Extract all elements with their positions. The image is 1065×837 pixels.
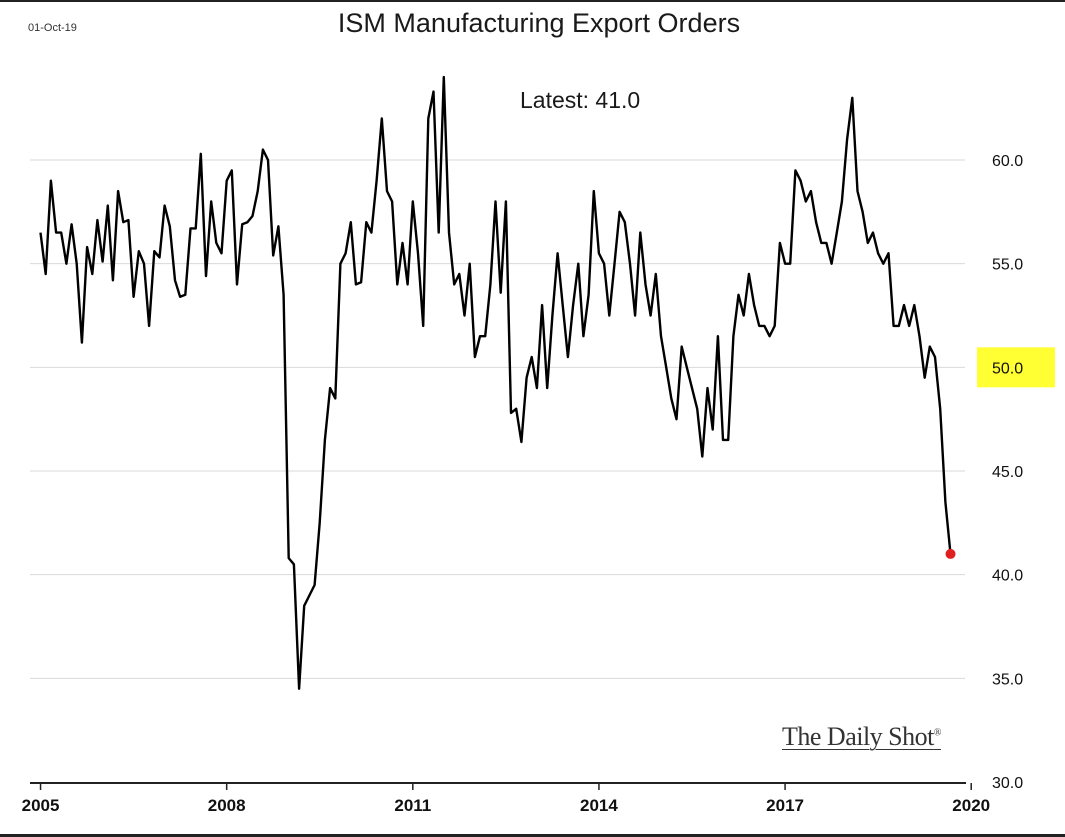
brand-name: The Daily Shot <box>782 722 934 751</box>
y-tick-label: 60.0 <box>992 153 1023 170</box>
x-axis-labels: 2005 2008 2011 2014 2017 2020 <box>22 796 990 815</box>
registered-mark: ® <box>933 727 942 739</box>
x-tick-label: 2011 <box>394 796 431 815</box>
gridlines <box>30 159 965 679</box>
y-tick-label: 40.0 <box>992 568 1023 585</box>
x-tick-label: 2017 <box>766 796 804 815</box>
series-line <box>39 75 952 690</box>
x-tick-label: 2005 <box>22 796 60 815</box>
y-tick-label: 55.0 <box>992 257 1023 274</box>
chart-title: ISM Manufacturing Export Orders <box>337 8 741 38</box>
y-tick-label: 30.0 <box>992 775 1023 792</box>
y-axis: 30.0 35.0 40.0 45.0 50.0 55.0 60.0 <box>977 153 1055 792</box>
y-tick-label: 50.0 <box>992 360 1023 377</box>
brand-logo: The Daily Shot® <box>782 722 941 752</box>
date-stamp: 01-Oct-19 <box>28 22 77 34</box>
data-series <box>39 75 956 690</box>
y-tick-label: 35.0 <box>992 671 1023 688</box>
x-axis <box>30 782 972 790</box>
latest-point-marker <box>945 548 956 559</box>
x-tick-label: 2020 <box>952 796 990 815</box>
highlight-50 <box>977 347 1055 388</box>
x-tick-label: 2008 <box>208 796 246 815</box>
y-tick-label: 45.0 <box>992 464 1023 481</box>
x-tick-label: 2014 <box>580 796 618 815</box>
latest-annotation: Latest: 41.0 <box>520 87 641 113</box>
